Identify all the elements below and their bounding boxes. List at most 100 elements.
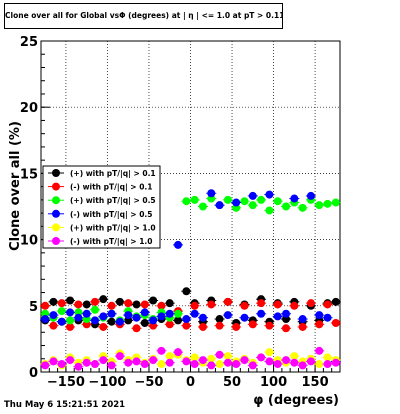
data-point <box>223 195 232 204</box>
data-point <box>140 319 149 328</box>
data-point <box>49 311 58 320</box>
data-point <box>282 324 291 333</box>
data-point <box>232 198 241 207</box>
data-point <box>149 356 158 365</box>
data-point <box>182 357 191 366</box>
data-point <box>124 358 133 367</box>
data-point <box>115 352 124 361</box>
data-point <box>74 313 83 322</box>
data-point <box>149 316 158 325</box>
legend: (+) with pT/|q| > 0.1 (-) with pT/|q| > 0… <box>42 165 161 249</box>
data-points <box>40 189 341 371</box>
data-point <box>257 195 266 204</box>
data-point <box>124 299 133 308</box>
data-point <box>273 360 282 369</box>
data-point <box>257 353 266 362</box>
legend-marker <box>52 196 60 205</box>
data-point <box>90 360 99 369</box>
data-point <box>198 313 207 322</box>
data-point <box>240 197 249 206</box>
data-point <box>223 358 232 367</box>
data-point <box>248 191 257 200</box>
data-point <box>115 317 124 326</box>
data-point <box>149 296 158 305</box>
data-point <box>331 358 340 367</box>
data-point <box>207 189 216 198</box>
chart-title: Clone over all for Global vsΦ (degrees) … <box>4 3 283 29</box>
data-point <box>74 362 83 371</box>
data-point <box>265 321 274 330</box>
data-point <box>132 357 141 366</box>
y-tick-label: 10 <box>20 234 38 249</box>
data-point <box>323 360 332 369</box>
data-point <box>57 360 66 369</box>
data-point <box>240 356 249 365</box>
legend-label: (+) with pT/|q| > 1.0 <box>70 223 156 233</box>
data-point <box>331 319 340 328</box>
x-tick-label: −50 <box>134 375 163 390</box>
data-point <box>99 312 108 321</box>
x-tick-label: −150 <box>47 375 85 390</box>
data-point <box>41 301 50 310</box>
data-point <box>90 305 99 314</box>
tick-labels: −150 −100 −50 0 50 100 150 0 5 10 15 20 25 <box>20 35 329 390</box>
data-point <box>82 309 91 318</box>
data-point <box>49 357 58 366</box>
data-point <box>215 315 224 324</box>
data-point <box>57 307 66 316</box>
data-point <box>107 317 116 326</box>
legend-label: (-) with pT/|q| > 0.5 <box>70 210 152 220</box>
data-point <box>290 194 299 203</box>
data-point <box>223 352 232 361</box>
data-point <box>282 356 291 365</box>
legend-label: (+) with pT/|q| > 0.5 <box>70 196 156 206</box>
data-point <box>265 206 274 215</box>
data-point <box>215 201 224 210</box>
data-point <box>331 297 340 306</box>
y-tick-label: 5 <box>29 300 38 315</box>
data-point <box>165 320 174 329</box>
data-point <box>82 300 91 309</box>
x-tick-label: 50 <box>223 375 241 390</box>
data-point <box>282 309 291 318</box>
data-point <box>140 308 149 317</box>
x-tick-label: −100 <box>88 375 126 390</box>
data-point <box>190 360 199 369</box>
data-point <box>265 357 274 366</box>
data-point <box>165 299 174 308</box>
data-point <box>66 322 75 331</box>
y-tick-label: 0 <box>29 366 38 381</box>
data-point <box>331 198 340 207</box>
data-point <box>257 309 266 318</box>
data-point <box>49 321 58 330</box>
legend-label: (+) with pT/|q| > 0.1 <box>70 169 156 179</box>
data-point <box>174 240 183 249</box>
data-point <box>323 313 332 322</box>
data-point <box>265 190 274 199</box>
data-point <box>107 309 116 318</box>
data-point <box>298 361 307 370</box>
data-point <box>290 352 299 361</box>
data-point <box>323 353 332 362</box>
data-point <box>290 301 299 310</box>
series-6 <box>40 346 341 371</box>
data-point <box>323 199 332 208</box>
data-point <box>157 301 166 310</box>
data-point <box>215 350 224 359</box>
data-point <box>99 322 108 331</box>
data-point <box>41 361 50 370</box>
data-point <box>315 360 324 369</box>
data-point <box>74 300 83 309</box>
y-tick-label: 25 <box>20 35 38 50</box>
timestamp: Thu May 6 15:21:51 2021 <box>4 400 126 410</box>
data-point <box>190 353 199 362</box>
data-point <box>165 358 174 367</box>
data-point <box>315 201 324 210</box>
data-point <box>215 360 224 369</box>
data-point <box>207 354 216 363</box>
data-point <box>232 360 241 369</box>
data-point <box>107 301 116 310</box>
data-point <box>298 322 307 331</box>
data-point <box>323 300 332 309</box>
legend-box <box>42 165 161 249</box>
